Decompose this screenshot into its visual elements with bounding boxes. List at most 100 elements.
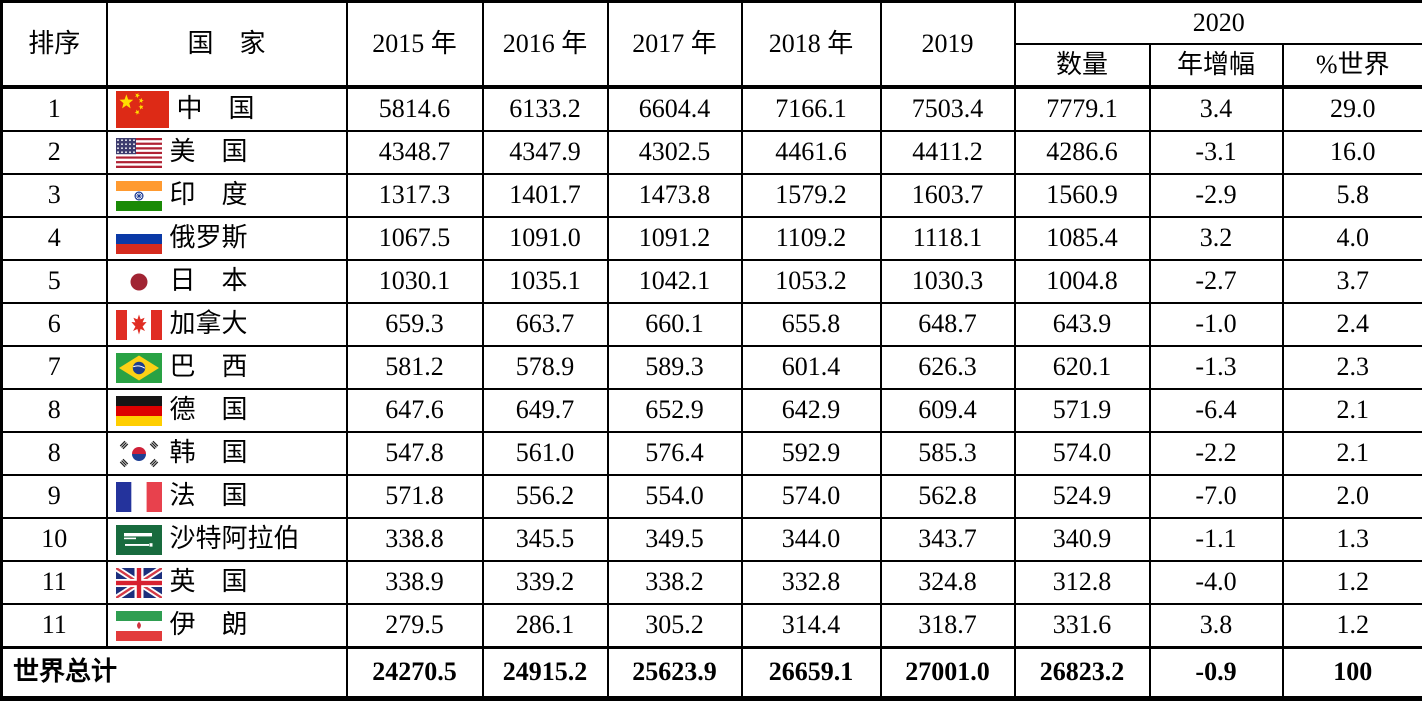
value-cell: 279.5 — [347, 604, 483, 648]
country-cell: 德 国 — [107, 389, 347, 432]
value-cell: 589.3 — [608, 346, 742, 389]
table-footer: 世界总计 24270.5 24915.2 25623.9 26659.1 270… — [2, 648, 1422, 699]
country-cell: 韩 国 — [107, 432, 347, 475]
header-year-2017: 2017 年 — [608, 2, 742, 88]
value-cell: 1579.2 — [742, 174, 881, 217]
country-cell: 印 度 — [107, 174, 347, 217]
value-cell: 7779.1 — [1015, 87, 1150, 131]
table-row: 5 日 本 1030.1 1035.1 1042.1 1053.2 1030.3… — [2, 260, 1422, 303]
flag-icon-usa — [116, 138, 162, 168]
header-year-2019: 2019 — [881, 2, 1015, 88]
value-cell: 648.7 — [881, 303, 1015, 346]
value-cell: 340.9 — [1015, 518, 1150, 561]
value-cell: 338.9 — [347, 561, 483, 604]
value-cell: 332.8 — [742, 561, 881, 604]
value-cell: 338.2 — [608, 561, 742, 604]
header-rank: 排序 — [2, 2, 107, 88]
share-cell: 29.0 — [1283, 87, 1422, 131]
growth-cell: -7.0 — [1150, 475, 1283, 518]
table-row: 11 英 国 338.9 339.2 338.2 332.8 324.8 312… — [2, 561, 1422, 604]
flag-icon-india — [116, 181, 162, 211]
header-row-1: 排序 国 家 2015 年 2016 年 2017 年 2018 年 2019 … — [2, 2, 1422, 45]
table-row: 4 俄罗斯 1067.5 1091.0 1091.2 1109.2 1118.1… — [2, 217, 1422, 260]
value-cell: 4348.7 — [347, 131, 483, 174]
table-row: 8 德 国 647.6 649.7 652.9 642.9 609.4 571.… — [2, 389, 1422, 432]
value-cell: 324.8 — [881, 561, 1015, 604]
country-cell: 加拿大 — [107, 303, 347, 346]
growth-cell: -2.7 — [1150, 260, 1283, 303]
share-cell: 5.8 — [1283, 174, 1422, 217]
value-cell: 609.4 — [881, 389, 1015, 432]
table-row: 8 — [2, 432, 1422, 475]
country-cell: 伊 朗 — [107, 604, 347, 648]
header-2020-quantity: 数量 — [1015, 44, 1150, 87]
value-cell: 574.0 — [1015, 432, 1150, 475]
share-cell: 1.3 — [1283, 518, 1422, 561]
rank-cell: 5 — [2, 260, 107, 303]
country-name: 俄罗斯 — [170, 222, 248, 255]
country-name: 法 国 — [170, 480, 248, 513]
share-cell: 1.2 — [1283, 604, 1422, 648]
growth-cell: -6.4 — [1150, 389, 1283, 432]
share-cell: 4.0 — [1283, 217, 1422, 260]
header-country: 国 家 — [107, 2, 347, 88]
total-growth: -0.9 — [1150, 648, 1283, 699]
country-name: 印 度 — [170, 179, 248, 212]
table-row: 3 印 度 1317.3 1401.7 1473.8 1579.2 1603.7… — [2, 174, 1422, 217]
flag-icon-germany — [116, 396, 162, 426]
value-cell: 1004.8 — [1015, 260, 1150, 303]
value-cell: 1317.3 — [347, 174, 483, 217]
value-cell: 286.1 — [483, 604, 608, 648]
value-cell: 4461.6 — [742, 131, 881, 174]
flag-icon-canada — [116, 310, 162, 340]
value-cell: 574.0 — [742, 475, 881, 518]
growth-cell: -1.0 — [1150, 303, 1283, 346]
country-name: 沙特阿拉伯 — [170, 523, 300, 556]
header-year-2015: 2015 年 — [347, 2, 483, 88]
value-cell: 7166.1 — [742, 87, 881, 131]
table-row: 1 中 国 5814.6 6133.2 6604.4 7166.1 7503.4… — [2, 87, 1422, 131]
country-cell: 美 国 — [107, 131, 347, 174]
flag-icon-uk — [116, 568, 162, 598]
table-row: 10 沙特阿拉伯 338.8 345.5 349.5 344.0 343.7 3… — [2, 518, 1422, 561]
value-cell: 643.9 — [1015, 303, 1150, 346]
value-cell: 663.7 — [483, 303, 608, 346]
table-row: 7 巴 西 581.2 578.9 589.3 601.4 626.3 620.… — [2, 346, 1422, 389]
value-cell: 547.8 — [347, 432, 483, 475]
country-cell: 中 国 — [107, 87, 347, 131]
rank-cell: 11 — [2, 604, 107, 648]
table-row: 9 法 国 571.8 556.2 554.0 574.0 562.8 524.… — [2, 475, 1422, 518]
value-cell: 1091.0 — [483, 217, 608, 260]
value-cell: 349.5 — [608, 518, 742, 561]
value-cell: 1118.1 — [881, 217, 1015, 260]
value-cell: 318.7 — [881, 604, 1015, 648]
share-cell: 2.1 — [1283, 389, 1422, 432]
country-name: 加拿大 — [170, 308, 248, 341]
value-cell: 7503.4 — [881, 87, 1015, 131]
total-value-2017: 25623.9 — [608, 648, 742, 699]
flag-icon-france — [116, 482, 162, 512]
value-cell: 659.3 — [347, 303, 483, 346]
value-cell: 1091.2 — [608, 217, 742, 260]
country-cell: 俄罗斯 — [107, 217, 347, 260]
share-cell: 16.0 — [1283, 131, 1422, 174]
total-label: 世界总计 — [2, 648, 347, 699]
growth-cell: 3.8 — [1150, 604, 1283, 648]
total-value-2019: 27001.0 — [881, 648, 1015, 699]
header-year-2016: 2016 年 — [483, 2, 608, 88]
rank-cell: 8 — [2, 389, 107, 432]
flag-icon-china — [116, 91, 169, 128]
value-cell: 339.2 — [483, 561, 608, 604]
country-name: 韩 国 — [170, 437, 248, 470]
rank-cell: 11 — [2, 561, 107, 604]
country-name: 美 国 — [170, 136, 248, 169]
country-name: 巴 西 — [170, 351, 248, 384]
country-cell: 沙特阿拉伯 — [107, 518, 347, 561]
value-cell: 647.6 — [347, 389, 483, 432]
value-cell: 1603.7 — [881, 174, 1015, 217]
growth-cell: -1.1 — [1150, 518, 1283, 561]
value-cell: 524.9 — [1015, 475, 1150, 518]
rank-cell: 10 — [2, 518, 107, 561]
share-cell: 2.3 — [1283, 346, 1422, 389]
